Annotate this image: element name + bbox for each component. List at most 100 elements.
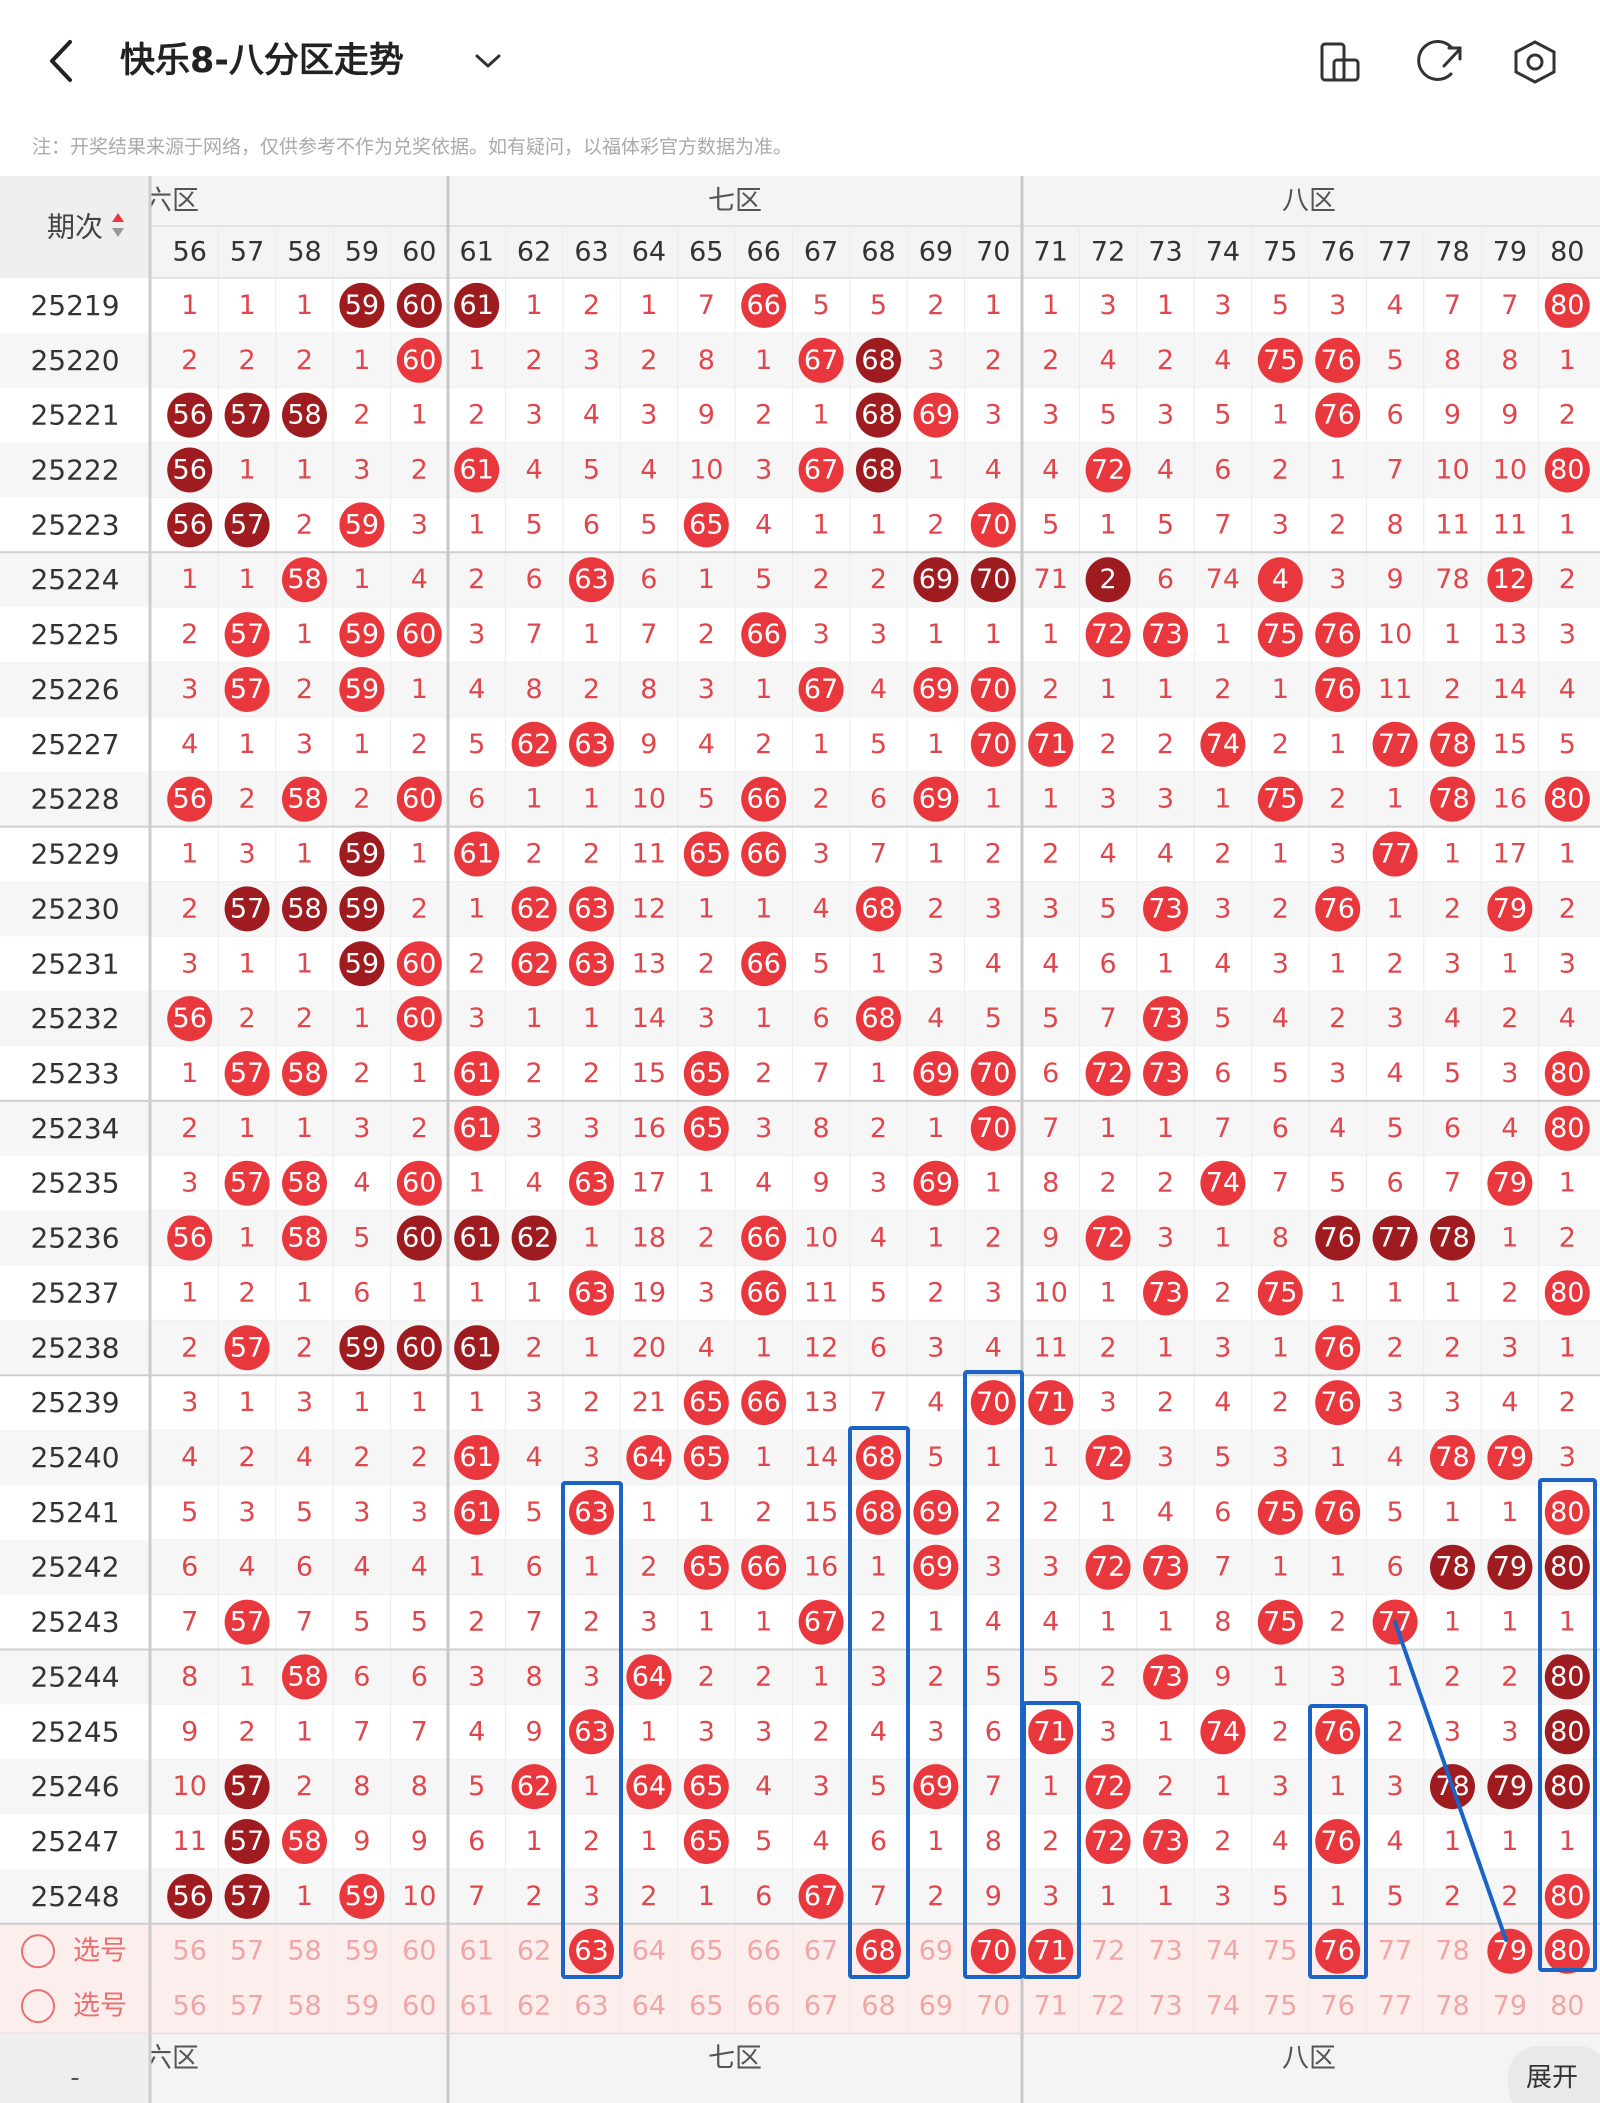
cell-number: 21 (632, 1387, 666, 1418)
cell-number: 5 (1387, 345, 1404, 376)
row-background (0, 1539, 1600, 1595)
ball (683, 502, 729, 548)
cell-number: 6 (353, 1661, 370, 1692)
ball (798, 666, 844, 712)
ball (1544, 1270, 1590, 1316)
ball (1315, 1709, 1361, 1755)
period-cell (0, 881, 150, 937)
select-checkbox[interactable] (21, 1934, 55, 1969)
cell-number: 2 (927, 893, 944, 924)
cell-number: 1 (468, 509, 485, 540)
ball (856, 392, 901, 438)
cell-number: 69 (919, 1771, 953, 1802)
cell-number: 2 (353, 1058, 370, 1089)
cell-number: 72 (1091, 619, 1125, 650)
ball (970, 1105, 1016, 1151)
cell-number: 8 (411, 1771, 428, 1802)
cell-number: 76 (1321, 1826, 1355, 1857)
cell-number: 6 (468, 1826, 485, 1857)
cell-number: 4 (1444, 1003, 1461, 1034)
cell-number: 59 (345, 509, 379, 540)
cell-number: 11 (1493, 509, 1527, 540)
cell-number: 1 (698, 1607, 715, 1638)
ball (1315, 1215, 1361, 1261)
cell-number: 62 (517, 1936, 551, 1967)
device-icon[interactable] (1320, 42, 1360, 82)
cell-number: 4 (698, 729, 715, 760)
cell-number: 68 (861, 455, 895, 486)
cell-number: 57 (230, 1826, 264, 1857)
period: 25224 (30, 563, 119, 596)
cell-number: 71 (1034, 1936, 1068, 1967)
ball (1487, 1764, 1533, 1810)
cell-number: 1 (870, 948, 887, 979)
cell-number: 59 (345, 893, 379, 924)
period-cell (0, 936, 150, 992)
cell-number: 59 (345, 839, 379, 870)
back-button[interactable] (50, 40, 72, 82)
cell-number: 5 (1042, 509, 1059, 540)
cell-number: 5 (1387, 1113, 1404, 1144)
cell-number: 72 (1091, 1223, 1125, 1254)
cell-number: 60 (402, 345, 436, 376)
cell-number: 75 (1263, 345, 1297, 376)
cell-number: 15 (632, 1058, 666, 1089)
ball (1028, 721, 1074, 767)
cell-number: 6 (583, 509, 600, 540)
cell-number: 3 (296, 1387, 313, 1418)
cell-number: 2 (239, 1716, 256, 1747)
title-dropdown[interactable] (475, 54, 501, 68)
ball (1085, 1215, 1131, 1261)
cell-number: 5 (927, 1442, 944, 1473)
cell-number: 56 (173, 1003, 207, 1034)
column-number: 64 (632, 237, 666, 268)
share-icon[interactable] (1417, 40, 1462, 81)
cell-number: 4 (411, 1552, 428, 1583)
ball (224, 1325, 270, 1371)
cell-number: 5 (1042, 1003, 1059, 1034)
settings-icon[interactable] (1514, 40, 1556, 84)
ball (224, 392, 270, 438)
period: 25233 (30, 1057, 119, 1090)
column-number: 67 (804, 237, 838, 268)
column-number: 62 (517, 237, 551, 268)
cell-number: 67 (804, 345, 838, 376)
cell-number: 80 (1550, 1552, 1584, 1583)
cell-number: 5 (813, 290, 830, 321)
cell-number: 63 (574, 948, 608, 979)
expand-button[interactable] (1508, 2046, 1600, 2103)
period: 25242 (30, 1551, 119, 1584)
cell-number: 7 (411, 1716, 428, 1747)
cell-number: 79 (1493, 1552, 1527, 1583)
cell-number: 58 (287, 564, 321, 595)
cell-number: 59 (345, 1991, 379, 2022)
cell-number: 62 (517, 729, 551, 760)
row-background (0, 936, 1600, 992)
period: 25237 (30, 1276, 119, 1309)
cell-number: 4 (1559, 1003, 1576, 1034)
cell-number: 11 (1378, 674, 1412, 705)
cell-number: 2 (526, 1881, 543, 1912)
cell-number: 2 (1214, 839, 1231, 870)
ball (454, 1105, 500, 1151)
ball (1430, 776, 1475, 822)
cell-number: 3 (927, 345, 944, 376)
cell-number: 6 (870, 1332, 887, 1363)
cell-number: 9 (1501, 400, 1518, 431)
cell-number: 76 (1321, 1497, 1355, 1528)
ball (1315, 1928, 1361, 1974)
cell-number: 56 (173, 1936, 207, 1967)
cell-number: 2 (526, 345, 543, 376)
cell-number: 14 (1493, 674, 1527, 705)
ball (1315, 1380, 1361, 1426)
period: 25235 (30, 1167, 119, 1200)
cell-number: 7 (1214, 1552, 1231, 1583)
sort-up (112, 213, 124, 222)
cell-number: 3 (1329, 290, 1346, 321)
collapse-toggle[interactable]: - (70, 2063, 79, 2093)
cell-number: 1 (1100, 1607, 1117, 1638)
cell-number: 7 (1100, 1003, 1117, 1034)
cell-number: 2 (1100, 729, 1117, 760)
select-checkbox[interactable] (21, 1989, 55, 2024)
cell-number: 1 (239, 564, 256, 595)
